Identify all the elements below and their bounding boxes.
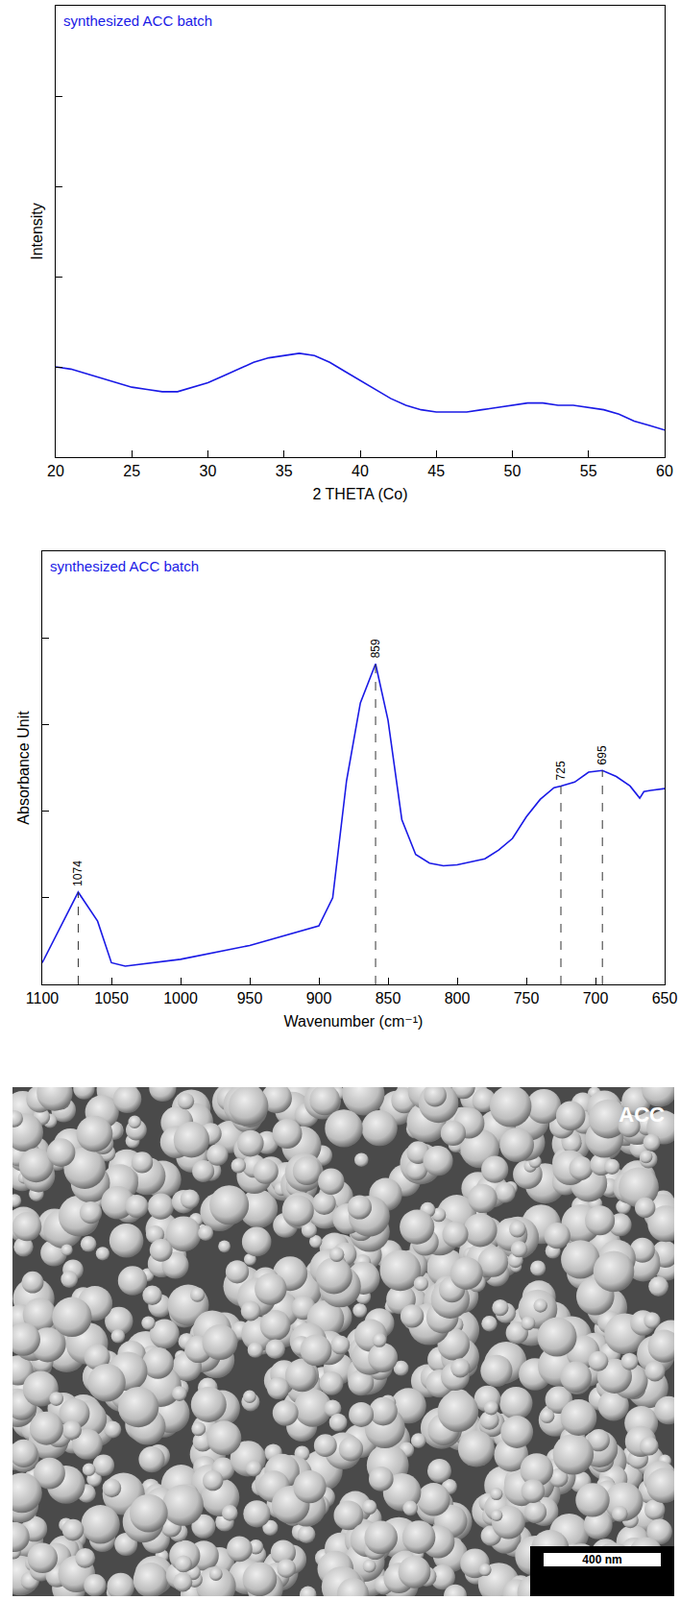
- svg-text:25: 25: [122, 462, 141, 480]
- svg-text:859: 859: [368, 638, 383, 658]
- svg-text:55: 55: [580, 462, 598, 480]
- svg-text:Wavenumber (cm⁻¹): Wavenumber (cm⁻¹): [284, 1013, 424, 1030]
- svg-text:Absorbance Unit: Absorbance Unit: [15, 710, 32, 826]
- svg-text:Intensity: Intensity: [28, 202, 46, 261]
- svg-text:30: 30: [199, 462, 218, 480]
- svg-text:35: 35: [275, 462, 293, 480]
- svg-text:60: 60: [655, 462, 674, 480]
- svg-text:2 THETA (Co): 2 THETA (Co): [313, 485, 409, 503]
- svg-text:40: 40: [351, 462, 369, 480]
- svg-text:725: 725: [554, 760, 568, 780]
- svg-text:650: 650: [652, 990, 679, 1007]
- svg-text:695: 695: [595, 745, 609, 765]
- svg-text:900: 900: [306, 990, 333, 1007]
- svg-text:1100: 1100: [25, 990, 60, 1007]
- svg-text:800: 800: [444, 990, 471, 1007]
- svg-text:synthesized ACC batch: synthesized ACC batch: [63, 12, 213, 29]
- svg-text:1074: 1074: [71, 860, 85, 887]
- svg-text:45: 45: [427, 462, 445, 480]
- svg-text:750: 750: [513, 990, 540, 1007]
- svg-text:950: 950: [237, 990, 264, 1007]
- svg-text:1050: 1050: [94, 990, 129, 1007]
- svg-text:synthesized ACC batch: synthesized ACC batch: [49, 558, 199, 575]
- svg-text:850: 850: [375, 990, 402, 1007]
- svg-text:1000: 1000: [163, 990, 198, 1007]
- svg-text:400 nm: 400 nm: [582, 1553, 622, 1567]
- svg-text:20: 20: [47, 462, 65, 480]
- svg-text:700: 700: [582, 990, 609, 1007]
- svg-text:ACC: ACC: [618, 1102, 665, 1127]
- svg-text:50: 50: [504, 462, 522, 480]
